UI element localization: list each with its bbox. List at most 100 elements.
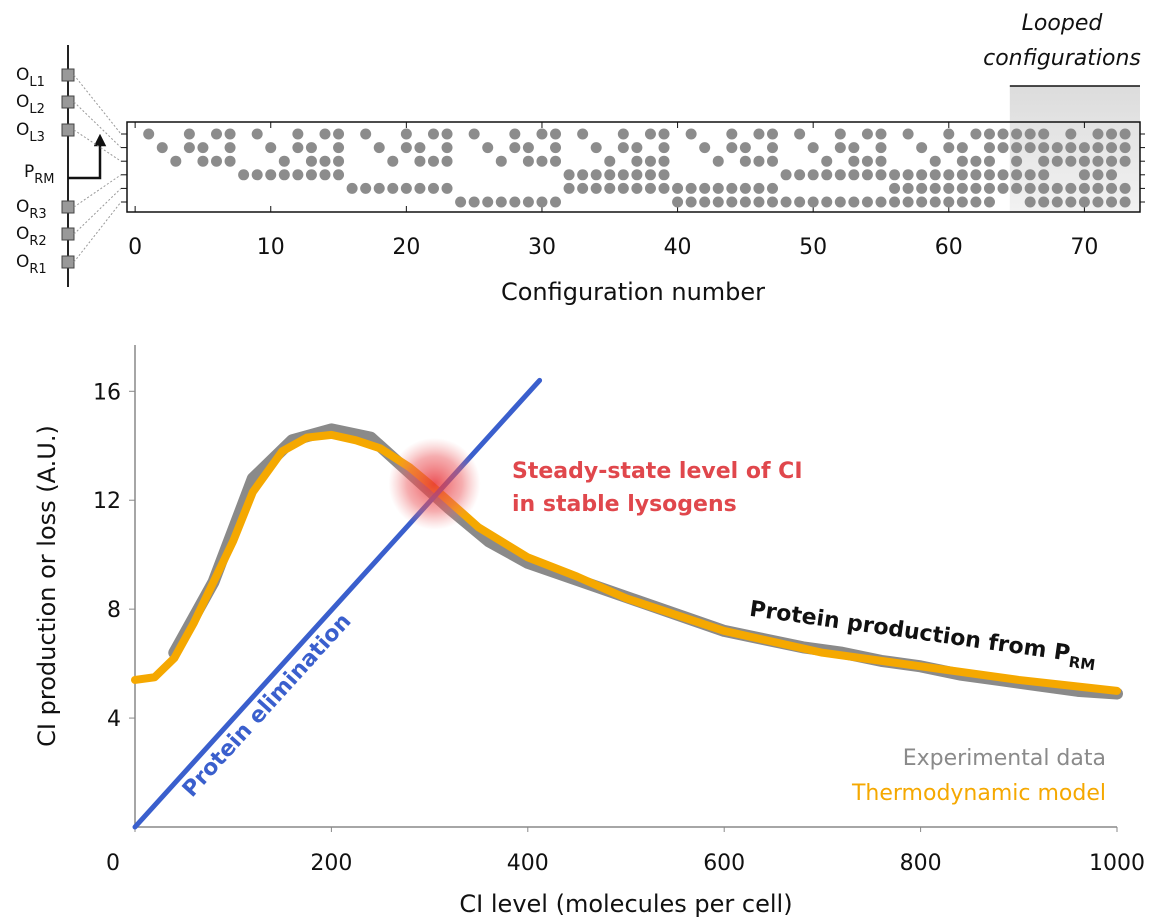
occupancy-dot bbox=[522, 196, 534, 208]
occupancy-dot bbox=[848, 169, 860, 181]
looped-label: Looped bbox=[1022, 11, 1104, 36]
occupancy-dot bbox=[156, 142, 168, 154]
occupancy-dot bbox=[1119, 142, 1131, 154]
occupancy-dot bbox=[197, 142, 209, 154]
promoter-label-sub: RM bbox=[34, 172, 54, 187]
occupancy-dot bbox=[970, 155, 982, 167]
occupancy-dot bbox=[522, 155, 534, 167]
occupancy-dot bbox=[861, 169, 873, 181]
occupancy-dot bbox=[211, 155, 223, 167]
occupancy-dot bbox=[387, 155, 399, 167]
occupancy-dot bbox=[983, 142, 995, 154]
occupancy-dot bbox=[373, 182, 385, 194]
site-label: OR1 bbox=[16, 252, 47, 277]
occupancy-dot bbox=[292, 169, 304, 181]
occupancy-dot bbox=[685, 182, 697, 194]
occupancy-dot bbox=[1024, 142, 1036, 154]
occupancy-dot bbox=[1092, 196, 1104, 208]
occupancy-dot bbox=[916, 196, 928, 208]
occupancy-dot bbox=[766, 182, 778, 194]
x-axis-label: CI level (molecules per cell) bbox=[459, 890, 792, 918]
occupancy-dot bbox=[1024, 196, 1036, 208]
occupancy-dot bbox=[1065, 128, 1077, 140]
occupancy-dot bbox=[753, 196, 765, 208]
occupancy-dot bbox=[1038, 155, 1050, 167]
operator-site bbox=[61, 255, 75, 269]
occupancy-dot bbox=[929, 182, 941, 194]
occupancy-dot bbox=[1106, 155, 1118, 167]
occupancy-dot bbox=[441, 128, 453, 140]
x-tick-label: 400 bbox=[507, 851, 549, 876]
occupancy-dot bbox=[305, 142, 317, 154]
occupancy-dot bbox=[468, 128, 480, 140]
site-label-main: O bbox=[16, 224, 29, 244]
occupancy-dot bbox=[834, 128, 846, 140]
occupancy-dot bbox=[1078, 155, 1090, 167]
occupancy-dot bbox=[482, 196, 494, 208]
occupancy-dot bbox=[183, 128, 195, 140]
occupancy-dot bbox=[1106, 182, 1118, 194]
occupancy-dot bbox=[929, 169, 941, 181]
operator-site bbox=[61, 95, 75, 109]
occupancy-dot bbox=[685, 128, 697, 140]
occupancy-dot bbox=[794, 169, 806, 181]
promoter-arrow bbox=[68, 133, 107, 180]
occupancy-dot bbox=[712, 196, 724, 208]
occupancy-dot bbox=[672, 196, 684, 208]
occupancy-dot bbox=[1119, 182, 1131, 194]
occupancy-dot bbox=[658, 142, 670, 154]
site-connector bbox=[73, 74, 122, 135]
occupancy-dot bbox=[265, 142, 277, 154]
occupancy-dot bbox=[1011, 142, 1023, 154]
occupancy-dot bbox=[1078, 169, 1090, 181]
site-label-sub: L1 bbox=[29, 75, 45, 90]
occupancy-dot bbox=[617, 169, 629, 181]
occupancy-dot bbox=[292, 142, 304, 154]
occupancy-dot bbox=[766, 196, 778, 208]
occupancy-dot bbox=[333, 169, 345, 181]
occupancy-dot bbox=[468, 196, 480, 208]
occupancy-dot bbox=[495, 155, 507, 167]
x-axis-label: Configuration number bbox=[501, 278, 765, 306]
occupancy-dot bbox=[522, 142, 534, 154]
occupancy-dot bbox=[644, 128, 656, 140]
occupancy-dot bbox=[739, 196, 751, 208]
occupancy-dot bbox=[672, 182, 684, 194]
y-tick-label: 4 bbox=[107, 707, 121, 732]
occupancy-dot bbox=[183, 142, 195, 154]
x-tick-label: 60 bbox=[935, 235, 963, 260]
occupancy-dot bbox=[238, 169, 250, 181]
occupancy-dot bbox=[699, 142, 711, 154]
occupancy-dot bbox=[956, 169, 968, 181]
occupancy-dot bbox=[780, 196, 792, 208]
occupancy-dot bbox=[943, 128, 955, 140]
occupancy-dot bbox=[400, 182, 412, 194]
site-label-sub: R2 bbox=[29, 234, 46, 249]
occupancy-dot bbox=[970, 182, 982, 194]
occupancy-dot bbox=[1078, 142, 1090, 154]
occupancy-dot bbox=[577, 182, 589, 194]
occupancy-dot bbox=[753, 128, 765, 140]
occupancy-dot bbox=[617, 182, 629, 194]
occupancy-dot bbox=[766, 155, 778, 167]
x-tick-label: 10 bbox=[257, 235, 285, 260]
occupancy-dot bbox=[983, 169, 995, 181]
occupancy-dot bbox=[712, 155, 724, 167]
occupancy-dot bbox=[414, 142, 426, 154]
occupancy-dot bbox=[1092, 155, 1104, 167]
steady-state-label: in stable lysogens bbox=[512, 492, 737, 517]
occupancy-dot bbox=[319, 169, 331, 181]
occupancy-dot bbox=[1106, 196, 1118, 208]
occupancy-dot bbox=[333, 142, 345, 154]
site-label-main: O bbox=[16, 65, 29, 85]
occupancy-dot bbox=[712, 182, 724, 194]
elimination-label: Protein elimination bbox=[178, 609, 356, 802]
occupancy-dot bbox=[875, 169, 887, 181]
occupancy-dot bbox=[224, 128, 236, 140]
occupancy-dot bbox=[427, 128, 439, 140]
site-label-sub: L3 bbox=[29, 130, 45, 145]
occupancy-dot bbox=[414, 155, 426, 167]
occupancy-dot bbox=[1051, 142, 1063, 154]
occupancy-dot bbox=[400, 142, 412, 154]
